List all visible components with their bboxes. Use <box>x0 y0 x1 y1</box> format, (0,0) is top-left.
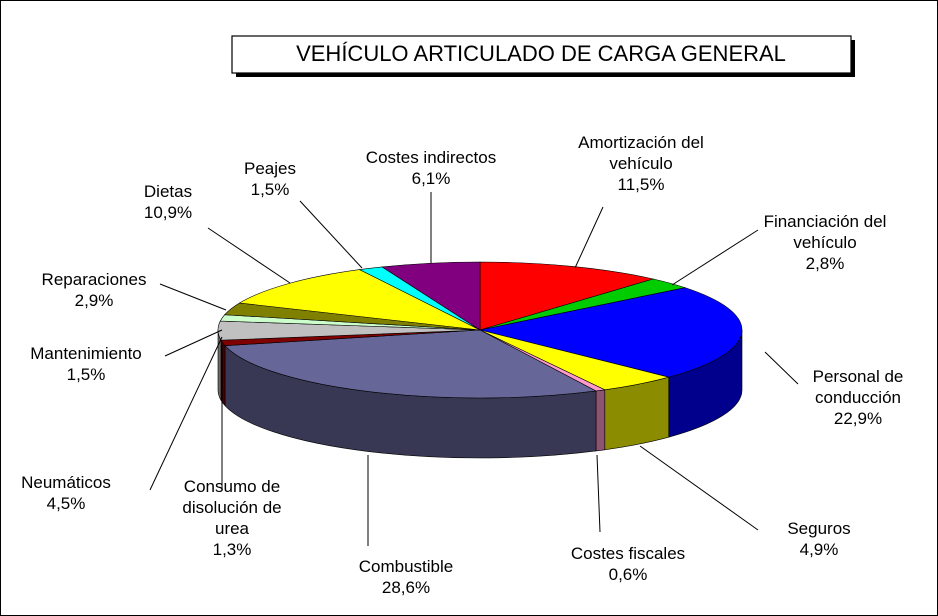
value-label: 22,9% <box>833 409 883 428</box>
value-label: 2,9% <box>74 291 114 310</box>
leader-line <box>149 336 223 491</box>
value-label: 1,5% <box>250 180 290 199</box>
slice-label: Costes fiscales 0,6% <box>571 543 685 585</box>
slice <box>224 329 597 399</box>
chart-title: VEHÍCULO ARTICULADO DE CARGA GENERAL <box>296 41 786 66</box>
category-label: Mantenimiento <box>30 344 142 363</box>
value-label: 0,6% <box>608 565 648 584</box>
leader-line <box>159 283 227 311</box>
slice-label: Mantenimiento 1,5% <box>30 343 142 385</box>
leader-line <box>596 454 601 533</box>
leader-line <box>574 206 604 269</box>
slice <box>479 287 743 378</box>
slice-label: Costes indirectos 6,1% <box>366 147 496 189</box>
value-label: 28,6% <box>381 578 431 597</box>
category-label: Seguros <box>787 519 851 538</box>
leader-line <box>299 200 363 269</box>
slice-label: Reparaciones 2,9% <box>42 269 147 311</box>
value-label: 2,8% <box>805 254 845 273</box>
category-label: Financiación del vehículo <box>763 212 887 252</box>
category-label: Amortización del vehículo <box>578 133 704 173</box>
slice-label: Peajes 1,5% <box>244 158 296 200</box>
value-label: 10,9% <box>143 203 193 222</box>
value-label: 11,5% <box>617 175 665 194</box>
value-label: 1,3% <box>212 540 252 559</box>
value-label: 4,9% <box>799 540 839 559</box>
value-label: 6,1% <box>411 169 451 188</box>
title-box <box>231 35 852 74</box>
slice-label: Combustible 28,6% <box>359 556 454 598</box>
leader-line <box>164 329 223 357</box>
slice-label: Amortización del vehículo 11,5% <box>578 132 704 195</box>
slice-label: Consumo de disolución de urea 1,3% <box>182 476 281 560</box>
leader-line <box>764 351 799 385</box>
slice <box>381 261 481 331</box>
slice-label: Dietas 10,9% <box>144 181 192 223</box>
category-label: Peajes <box>244 159 296 178</box>
slice-side <box>595 389 606 452</box>
category-label: Personal de conducción <box>812 367 904 407</box>
slice <box>479 261 655 331</box>
slice <box>238 269 481 331</box>
slice-label: Financiación del vehículo 2,8% <box>764 211 887 274</box>
category-label: Reparaciones <box>41 270 147 289</box>
slice-label: Seguros 4,9% <box>787 518 850 560</box>
category-label: Dietas <box>143 182 193 201</box>
category-label: Costes fiscales <box>570 544 686 563</box>
category-label: Consumo de disolución de urea <box>182 477 282 538</box>
leader-line <box>671 229 759 286</box>
value-label: 1,5% <box>66 365 106 384</box>
leader-line <box>639 445 759 531</box>
category-label: Costes indirectos <box>365 148 497 167</box>
category-label: Combustible <box>358 557 454 576</box>
slice-label: Personal de conducción 22,9% <box>813 366 904 429</box>
category-label: Neumáticos <box>21 473 111 492</box>
value-label: 4,5% <box>46 494 86 513</box>
slice-label: Neumáticos 4,5% <box>21 472 111 514</box>
leader-line <box>207 227 291 284</box>
